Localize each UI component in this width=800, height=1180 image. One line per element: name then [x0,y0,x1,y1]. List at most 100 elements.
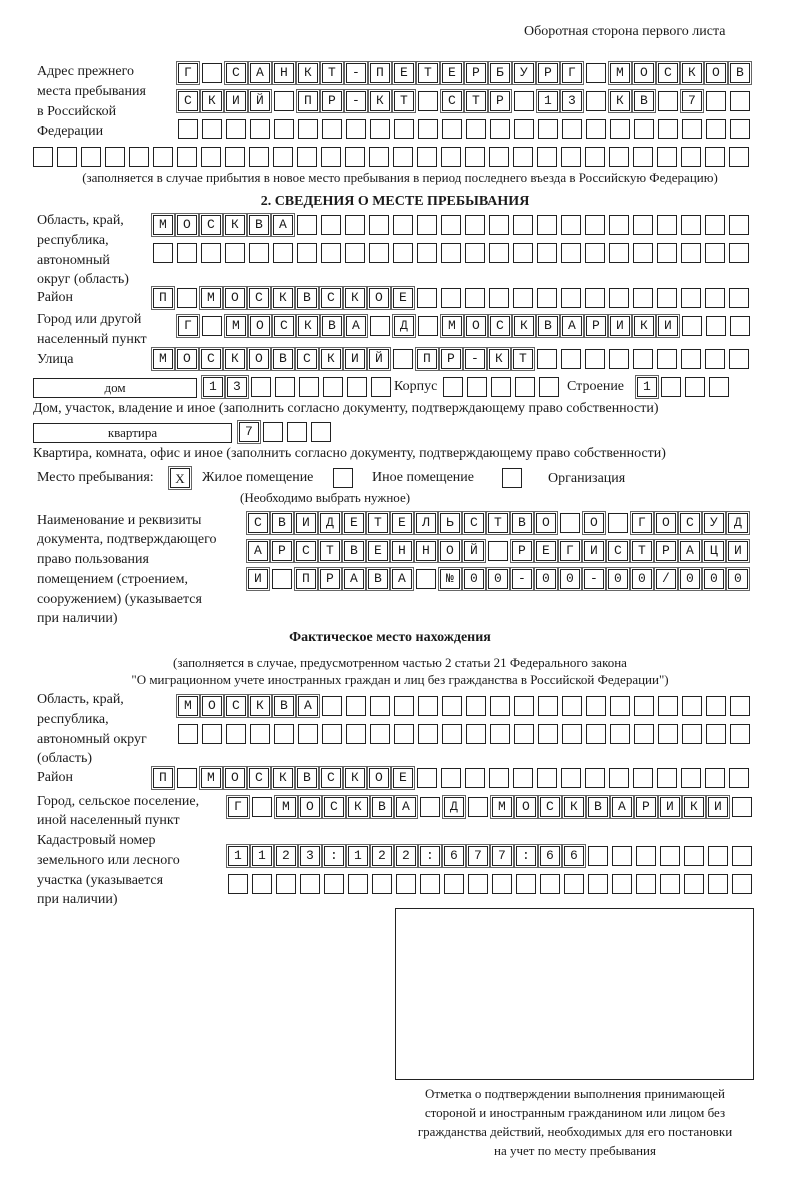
char-cell[interactable] [417,215,437,235]
char-cell[interactable] [177,288,197,308]
char-cell[interactable] [464,61,488,85]
char-cell[interactable] [270,511,294,535]
char-boxes[interactable] [635,375,733,399]
char-cell[interactable] [296,314,320,338]
char-boxes[interactable] [176,89,754,113]
char-cell[interactable] [684,874,704,894]
char-cell[interactable] [633,215,653,235]
char-cell[interactable] [730,696,750,716]
char-cell[interactable] [468,797,488,817]
char-cell[interactable] [660,846,680,866]
char-cell[interactable] [489,147,509,167]
char-cell[interactable] [634,724,654,744]
char-cell[interactable] [225,243,245,263]
char-cell[interactable] [226,795,250,819]
char-cell[interactable] [702,539,726,563]
char-cell[interactable] [682,696,702,716]
char-cell[interactable] [394,696,414,716]
char-cell[interactable] [465,288,485,308]
char-cell[interactable] [348,874,368,894]
char-cell[interactable] [250,844,274,868]
char-cell[interactable] [562,795,586,819]
char-cell[interactable] [705,349,725,369]
char-cell[interactable] [271,213,295,237]
char-cell[interactable] [634,795,658,819]
char-cell[interactable] [658,724,678,744]
char-cell[interactable] [321,147,341,167]
char-cell[interactable] [514,844,538,868]
char-cell[interactable] [129,147,149,167]
char-cell[interactable] [393,215,413,235]
char-cell[interactable] [274,844,298,868]
char-cell[interactable] [370,795,394,819]
char-cell[interactable] [610,696,630,716]
char-cell[interactable] [270,539,294,563]
char-cell[interactable] [588,874,608,894]
char-cell[interactable] [488,314,512,338]
char-cell[interactable] [490,724,510,744]
char-cell[interactable] [657,215,677,235]
char-cell[interactable] [393,243,413,263]
char-cell[interactable] [538,724,558,744]
char-cell[interactable] [347,377,367,397]
char-cell[interactable] [657,147,677,167]
char-cell[interactable] [702,567,726,591]
char-cell[interactable] [486,567,510,591]
char-cell[interactable] [657,288,677,308]
char-cell[interactable] [536,89,560,113]
char-cell[interactable] [514,696,534,716]
char-cell[interactable] [296,89,320,113]
char-cell[interactable] [681,768,701,788]
char-boxes[interactable] [151,286,753,310]
char-cell[interactable] [561,215,581,235]
char-cell[interactable] [510,567,534,591]
char-cell[interactable] [394,844,418,868]
char-cell[interactable] [344,61,368,85]
char-cell[interactable] [392,89,416,113]
char-cell[interactable] [175,347,199,371]
char-cell[interactable] [680,89,704,113]
char-cell[interactable] [343,766,367,790]
char-cell[interactable] [417,243,437,263]
char-cell[interactable] [682,795,706,819]
char-cell[interactable] [488,89,512,113]
char-cell[interactable] [442,844,466,868]
char-cell[interactable] [418,724,438,744]
char-cell[interactable] [370,724,390,744]
char-cell[interactable] [414,539,438,563]
char-cell[interactable] [392,61,416,85]
char-cell[interactable] [177,243,197,263]
char-cell[interactable] [678,511,702,535]
char-cell[interactable] [342,511,366,535]
char-cell[interactable] [346,724,366,744]
char-cell[interactable] [202,724,222,744]
char-cell[interactable] [319,347,343,371]
char-cell[interactable] [345,215,365,235]
char-cell[interactable] [635,375,659,399]
char-cell[interactable] [612,874,632,894]
char-cell[interactable] [682,724,702,744]
char-boxes[interactable] [237,420,335,444]
char-cell[interactable] [372,874,392,894]
char-boxes[interactable] [151,213,753,237]
char-cell[interactable] [272,61,296,85]
char-cell[interactable] [685,377,705,397]
char-cell[interactable] [609,243,629,263]
char-cell[interactable] [248,61,272,85]
char-cell[interactable] [346,844,370,868]
char-cell[interactable] [57,147,77,167]
char-cell[interactable] [246,511,270,535]
char-cell[interactable] [706,316,726,336]
char-cell[interactable] [586,63,606,83]
char-cell[interactable] [682,316,702,336]
char-cell[interactable] [730,119,750,139]
char-cell[interactable] [151,347,175,371]
char-cell[interactable] [390,539,414,563]
char-cell[interactable] [658,795,682,819]
char-cell[interactable] [516,874,536,894]
char-cell[interactable] [562,724,582,744]
char-cell[interactable] [534,539,558,563]
char-cell[interactable] [418,844,442,868]
char-cell[interactable] [247,213,271,237]
char-cell[interactable] [442,119,462,139]
